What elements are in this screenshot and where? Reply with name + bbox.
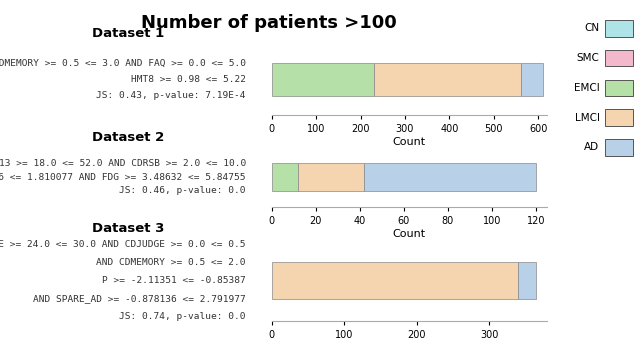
Bar <box>298 163 364 191</box>
Text: SMC: SMC <box>577 53 600 63</box>
Text: JS: 0.74, p-value: 0.0: JS: 0.74, p-value: 0.0 <box>120 312 246 321</box>
Text: Dataset 1: Dataset 1 <box>92 27 164 40</box>
Bar <box>605 80 633 96</box>
Bar <box>271 63 374 96</box>
Text: Dataset 2: Dataset 2 <box>92 131 164 144</box>
Bar <box>271 262 518 299</box>
Bar <box>605 50 633 66</box>
Text: Dataset 3: Dataset 3 <box>92 222 164 235</box>
Text: ADAS13 >= 18.0 <= 52.0 AND CDRSB >= 2.0 <= 10.0: ADAS13 >= 18.0 <= 52.0 AND CDRSB >= 2.0 … <box>0 160 246 168</box>
Text: CDMEMORY >= 0.5 <= 3.0 AND FAQ >= 0.0 <= 5.0: CDMEMORY >= 0.5 <= 3.0 AND FAQ >= 0.0 <=… <box>0 59 246 68</box>
Text: JS: 0.46, p-value: 0.0: JS: 0.46, p-value: 0.0 <box>120 186 246 195</box>
Text: LMCI: LMCI <box>575 113 600 123</box>
X-axis label: Count: Count <box>393 137 426 147</box>
Text: CN: CN <box>584 23 600 33</box>
Bar <box>271 163 298 191</box>
Bar <box>605 110 633 126</box>
Text: AND SPARE_AD >= -0.878136 <= 2.791977: AND SPARE_AD >= -0.878136 <= 2.791977 <box>33 294 246 303</box>
Bar <box>518 262 536 299</box>
Text: AD: AD <box>584 142 600 152</box>
Bar <box>520 63 543 96</box>
Bar <box>364 163 536 191</box>
X-axis label: Count: Count <box>393 229 426 239</box>
Bar <box>605 20 633 37</box>
Bar <box>605 139 633 155</box>
Text: MMSE >= 24.0 <= 30.0 AND CDJUDGE >= 0.0 <= 0.5: MMSE >= 24.0 <= 30.0 AND CDJUDGE >= 0.0 … <box>0 240 246 249</box>
Text: EMCI: EMCI <box>574 83 600 93</box>
Text: JS: 0.43, p-value: 7.19E-4: JS: 0.43, p-value: 7.19E-4 <box>97 91 246 100</box>
Text: P >= -2.11351 <= -0.85387: P >= -2.11351 <= -0.85387 <box>102 276 246 285</box>
Text: AV45 >= 1.202826 <= 1.810077 AND FDG >= 3.48632 <= 5.84755: AV45 >= 1.202826 <= 1.810077 AND FDG >= … <box>0 173 246 182</box>
Text: HMT8 >= 0.98 <= 5.22: HMT8 >= 0.98 <= 5.22 <box>131 75 246 84</box>
Bar <box>374 63 520 96</box>
Text: AND CDMEMORY >= 0.5 <= 2.0: AND CDMEMORY >= 0.5 <= 2.0 <box>97 258 246 267</box>
Text: Number of patients >100: Number of patients >100 <box>141 14 397 31</box>
